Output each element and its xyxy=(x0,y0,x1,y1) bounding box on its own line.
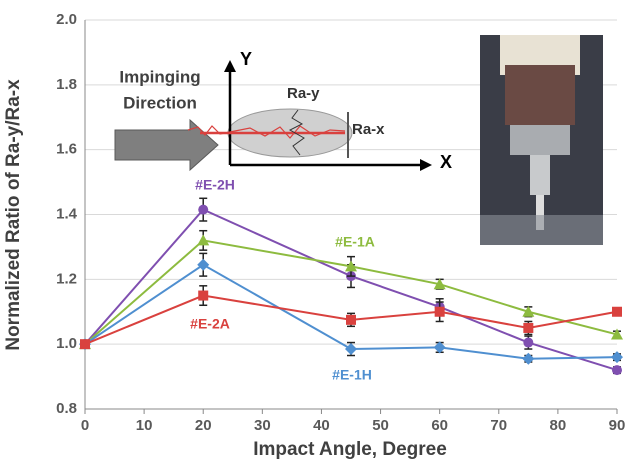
marker xyxy=(612,307,622,317)
inset-diagram: Impinging Direction Y X Ra-y Ra-x xyxy=(115,49,452,172)
marker xyxy=(435,307,445,317)
series-label: #E-2H xyxy=(195,177,235,193)
marker xyxy=(346,315,356,325)
marker xyxy=(523,323,533,333)
marker xyxy=(611,351,623,363)
inset-text: Ra-x xyxy=(352,121,385,138)
x-tick-label: 40 xyxy=(313,417,330,434)
marker xyxy=(522,353,534,365)
marker xyxy=(434,341,446,353)
inset-text: Direction xyxy=(123,93,197,112)
y-tick-label: 2.0 xyxy=(56,11,77,28)
series-label: #E-1A xyxy=(335,234,375,250)
photo-part xyxy=(480,215,603,245)
marker xyxy=(197,259,209,271)
marker xyxy=(197,234,209,245)
y-axis-label: Normalized Ratio of Ra-y/Ra-x xyxy=(3,79,24,351)
y-tick-label: 1.6 xyxy=(56,141,77,158)
photo xyxy=(480,35,603,245)
inset-text: X xyxy=(440,152,452,172)
marker xyxy=(345,343,357,355)
arrow xyxy=(115,120,218,170)
x-tick-label: 50 xyxy=(372,417,389,434)
inset-text: Ra-y xyxy=(287,85,320,102)
y-tick-label: 0.8 xyxy=(56,400,77,417)
y-tick-label: 1.0 xyxy=(56,335,77,352)
marker xyxy=(198,205,208,215)
series-label: #E-2A xyxy=(190,316,230,332)
x-tick-label: 60 xyxy=(431,417,448,434)
marker xyxy=(80,339,90,349)
arrowhead xyxy=(420,159,432,171)
x-tick-label: 20 xyxy=(195,417,212,434)
arrowhead xyxy=(224,60,236,72)
photo-part xyxy=(530,155,550,195)
y-tick-label: 1.8 xyxy=(56,76,77,93)
x-tick-label: 10 xyxy=(136,417,153,434)
chart: Normalized Ratio of Ra-y/Ra-x Impact Ang… xyxy=(0,0,627,463)
photo-part xyxy=(510,125,570,155)
x-axis-label: Impact Angle, Degree xyxy=(253,439,447,460)
marker xyxy=(198,291,208,301)
marker xyxy=(523,338,533,348)
x-tick-label: 70 xyxy=(490,417,507,434)
x-tick-label: 90 xyxy=(609,417,626,434)
inset-text: Y xyxy=(240,49,252,69)
inset-text: Impinging xyxy=(119,67,200,86)
y-tick-label: 1.4 xyxy=(56,205,78,222)
x-tick-label: 30 xyxy=(254,417,271,434)
x-tick-label: 0 xyxy=(81,417,89,434)
photo-part xyxy=(505,65,575,125)
marker xyxy=(612,365,622,375)
x-tick-label: 80 xyxy=(550,417,567,434)
y-tick-label: 1.2 xyxy=(56,270,77,287)
series-label: #E-1H xyxy=(332,367,372,383)
